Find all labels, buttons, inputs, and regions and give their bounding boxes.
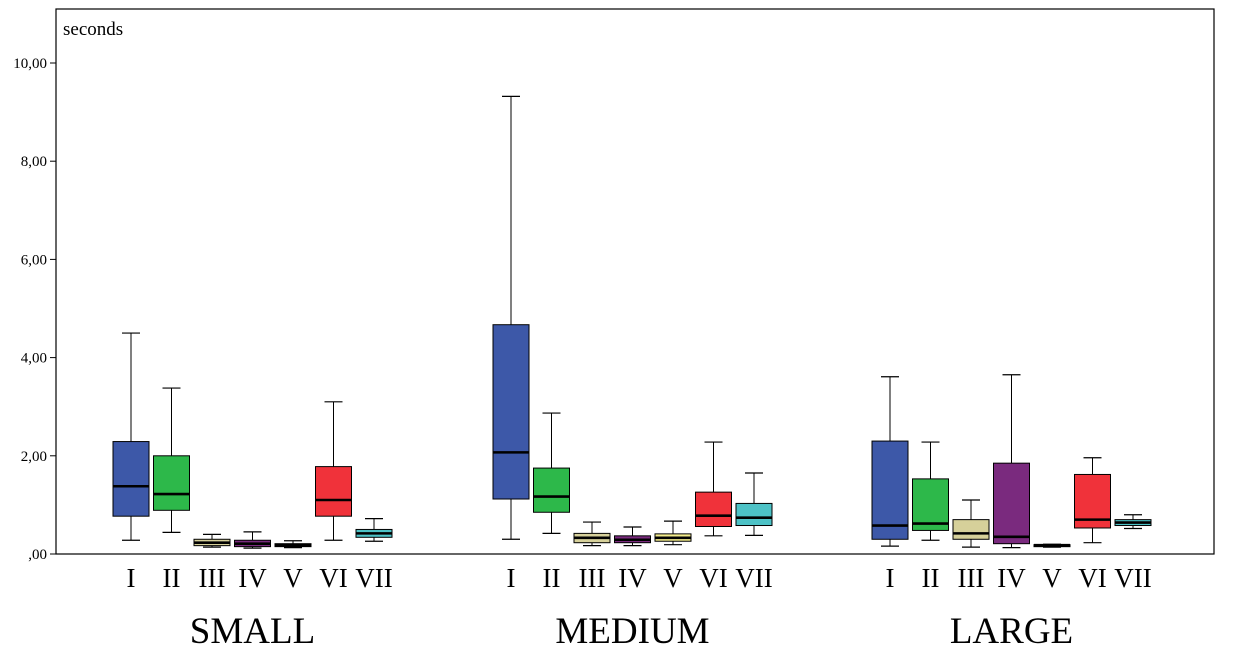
box-large-vi <box>1074 457 1111 544</box>
box-large-iv <box>993 374 1030 549</box>
box-medium-iii <box>573 521 611 547</box>
box-iqr <box>952 519 990 540</box>
category-label: VII <box>735 563 772 593</box>
category-label: VI <box>699 563 728 593</box>
box-large-v <box>1033 543 1071 548</box>
category-label: VII <box>1114 563 1151 593</box>
box-small-v <box>274 540 312 549</box>
box-large-ii <box>912 441 949 541</box>
category-label: V <box>663 563 683 593</box>
box-iqr <box>533 467 570 513</box>
box-small-vi <box>315 401 352 541</box>
box-small-vii <box>355 518 393 542</box>
box-iqr <box>492 324 530 500</box>
category-labels: I II III IV V VI VII I II III IV V VI VII I II III IV V VI V… <box>127 563 1152 593</box>
box-medium-v <box>654 520 692 546</box>
box-medium-i <box>492 95 530 540</box>
group-labels: SMALL MEDIUM LARGE <box>190 611 1073 652</box>
category-label: IV <box>618 563 647 593</box>
y-axis-title: seconds <box>63 19 123 40</box>
category-label: VI <box>319 563 348 593</box>
y-tick-label: 6,00 <box>21 252 47 268</box>
category-label: II <box>922 563 940 593</box>
plot-frame <box>55 8 1215 555</box>
box-iqr <box>315 466 352 517</box>
box-large-vii <box>1114 514 1152 530</box>
box-medium-iv <box>614 526 651 547</box>
y-tick-label: 8,00 <box>21 154 47 170</box>
category-label: VI <box>1078 563 1107 593</box>
box-small-iii <box>193 533 231 548</box>
group-label: MEDIUM <box>555 611 709 652</box>
category-label: VII <box>355 563 392 593</box>
group-label: SMALL <box>190 611 315 652</box>
box-iqr <box>153 455 190 511</box>
box-small-i <box>112 332 150 541</box>
box-iqr <box>993 462 1030 545</box>
group-label: LARGE <box>950 611 1073 652</box>
y-tick-label: ,00 <box>28 547 47 563</box>
box-small-iv <box>234 531 271 549</box>
category-label: II <box>163 563 181 593</box>
category-label: V <box>1042 563 1062 593</box>
category-label: IV <box>997 563 1026 593</box>
category-label: III <box>199 563 226 593</box>
category-label: I <box>507 563 516 593</box>
y-axis: ,00 2,00 4,00 6,00 8,00 10,00 <box>13 56 56 563</box>
category-label: III <box>579 563 606 593</box>
box-iqr <box>735 502 773 527</box>
box-medium-vi <box>695 441 732 537</box>
category-label: III <box>958 563 985 593</box>
category-label: II <box>543 563 561 593</box>
box-large-iii <box>952 499 990 548</box>
box-iqr <box>695 491 732 528</box>
category-label: V <box>283 563 303 593</box>
box-large-i <box>871 376 909 547</box>
y-tick-label: 4,00 <box>21 351 47 367</box>
box-medium-ii <box>533 412 570 534</box>
box-iqr <box>912 478 949 531</box>
box-iqr <box>112 441 150 517</box>
y-tick-label: 2,00 <box>21 449 47 465</box>
category-label: I <box>886 563 895 593</box>
box-small-ii <box>153 387 190 533</box>
boxes-layer <box>112 95 1152 549</box>
box-iqr <box>871 440 909 540</box>
category-label: I <box>127 563 136 593</box>
box-medium-vii <box>735 472 773 536</box>
y-tick-label: 10,00 <box>13 56 47 72</box>
category-label: IV <box>238 563 267 593</box>
